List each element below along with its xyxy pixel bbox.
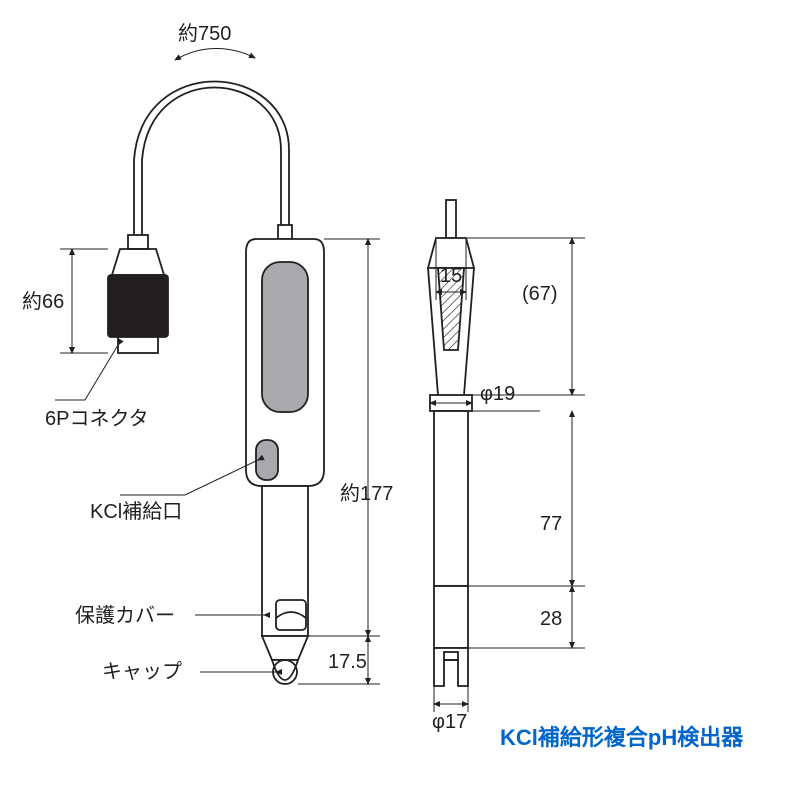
label-protective-cover-text: 保護カバー [75,604,175,627]
dim-tip-diameter: φ17 [432,686,468,733]
drawing-title: KCl補給形複合pH検出器 [500,725,744,750]
dim-connector-height: 約66 [22,249,108,353]
technical-drawing: 約750 約66 6Pコネクタ [0,0,800,800]
dim-barrel-length-text: 77 [540,513,562,535]
cable-arc [134,82,289,236]
dim-lower-section: 28 [540,586,572,648]
dim-barrel-length: 77 [540,411,572,586]
label-connector: 6Pコネクタ [45,345,149,430]
label-kcl-port-text: KCl補給口 [90,500,182,523]
dim-tip-clearance: (67) [522,238,572,395]
dim-cap-height: 17.5 [298,636,380,684]
label-kcl-port: KCl補給口 [90,460,258,523]
dim-tip-clearance-text: (67) [522,283,558,305]
dim-cable-length-text: 約750 [178,22,231,45]
dim-lower-section-text: 28 [540,608,562,630]
dim-tip-diameter-text: φ17 [432,711,467,733]
dim-connector-height-text: 約66 [22,290,64,313]
dim-body-length-text: 約177 [340,482,393,505]
label-protective-cover: 保護カバー [75,604,264,627]
dim-cable-length: 約750 [175,22,255,60]
connector-6p [108,235,168,353]
label-cap: キャップ [102,661,276,683]
dim-tip-short-text: 15 [440,265,462,287]
label-cap-text: キャップ [102,661,182,683]
dim-barrel-diameter-text: φ19 [480,383,515,405]
label-connector-text: 6Pコネクタ [45,407,149,430]
dim-cap-height-text: 17.5 [328,651,367,673]
